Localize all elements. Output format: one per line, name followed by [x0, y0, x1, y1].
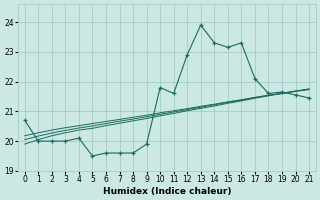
X-axis label: Humidex (Indice chaleur): Humidex (Indice chaleur)	[103, 187, 231, 196]
